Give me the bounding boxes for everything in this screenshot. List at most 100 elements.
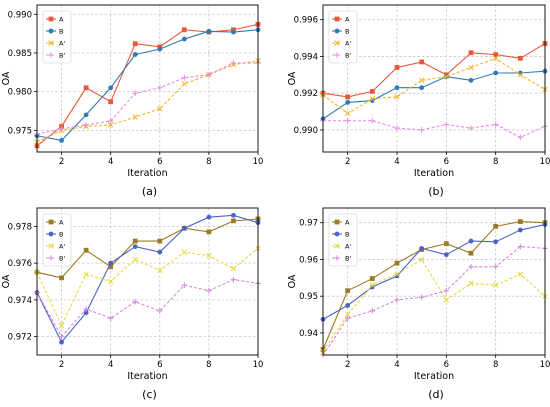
data-point [156, 308, 163, 314]
x-tick-label: 10 [253, 157, 264, 167]
data-point [394, 297, 400, 303]
data-point [468, 77, 474, 83]
series-line [322, 43, 546, 98]
data-point [108, 85, 114, 91]
data-point [59, 339, 64, 345]
data-point [517, 134, 524, 141]
data-point [157, 238, 163, 244]
series-line [322, 221, 546, 350]
data-point [83, 306, 89, 312]
legend-box [42, 10, 72, 64]
legend-marker [334, 219, 340, 225]
panel-label: (c) [142, 388, 157, 401]
x-tick-label: 8 [493, 360, 498, 370]
data-point [181, 282, 188, 288]
legend-label: A' [345, 243, 351, 251]
data-point [345, 302, 351, 308]
data-point [181, 249, 188, 255]
series-line [322, 224, 546, 320]
data-point [108, 99, 114, 105]
y-tick-label: 0.990 [8, 10, 32, 20]
legend-marker [48, 28, 54, 34]
data-point [231, 29, 236, 35]
data-point [369, 308, 376, 314]
x-tick-label: 4 [108, 360, 113, 370]
x-tick-label: 6 [157, 360, 162, 370]
data-point [468, 280, 474, 287]
data-point [157, 249, 163, 255]
data-point [493, 70, 499, 76]
data-point [492, 121, 499, 128]
data-point [517, 55, 523, 61]
data-point [132, 114, 138, 120]
data-point [468, 64, 474, 71]
data-point [230, 60, 237, 66]
data-point [517, 72, 524, 78]
legend-label: B' [59, 52, 65, 60]
chart-panel-1: 2 4 6 8 10 0.975 0.980 0.985 0.990 AB A' B' Iteratio… [1, 4, 264, 198]
data-point [230, 265, 237, 272]
series-2 [320, 256, 548, 355]
data-point [344, 117, 351, 124]
legend-label: B [59, 28, 63, 36]
y-tick-label: 0.990 [294, 126, 318, 136]
data-point [206, 229, 212, 235]
data-point [345, 99, 351, 105]
x-tick-label: 4 [108, 157, 113, 167]
series-line [36, 247, 259, 327]
data-point [443, 252, 449, 258]
data-point [58, 322, 65, 329]
x-tick-label: 2 [59, 157, 64, 167]
data-point [369, 88, 375, 94]
legend-label: A [59, 16, 64, 24]
data-point [58, 333, 65, 340]
data-point [443, 73, 450, 80]
y-tick-label: 0.978 [8, 222, 32, 232]
x-axis-label: Iteration [414, 168, 454, 179]
x-tick-label: 8 [206, 157, 211, 167]
legend-box [328, 213, 358, 267]
data-point [83, 310, 89, 316]
data-point [181, 81, 188, 87]
data-point [517, 243, 524, 250]
data-point [231, 218, 236, 224]
legend: AB A' B' [328, 10, 358, 64]
data-point [132, 298, 139, 305]
data-point [394, 85, 400, 91]
series-line [36, 214, 259, 344]
legend-marker [334, 231, 340, 237]
x-axis-label: Iteration [127, 168, 167, 179]
series-3 [34, 276, 261, 340]
panel-label: (d) [428, 388, 444, 401]
data-point [83, 247, 89, 253]
series-3 [34, 60, 261, 138]
series-line [36, 218, 259, 279]
data-point [344, 315, 351, 322]
data-point [59, 137, 64, 143]
data-point [206, 287, 212, 294]
data-point [83, 122, 89, 128]
y-axis-label: OA [1, 274, 12, 288]
y-axis-label: OA [287, 274, 298, 288]
y-tick-label: 0.985 [8, 49, 32, 59]
data-point [107, 122, 114, 128]
data-point [418, 127, 425, 133]
plot-frame [36, 4, 259, 153]
legend-marker [334, 52, 340, 58]
legend-label: B' [59, 255, 65, 263]
legend-box [42, 213, 72, 267]
y-tick-label: 0.980 [8, 88, 32, 98]
legend-label: B [345, 28, 349, 36]
data-point [181, 225, 187, 231]
data-point [345, 288, 351, 294]
data-point [394, 65, 400, 70]
x-tick-label: 6 [444, 157, 449, 167]
data-point [157, 267, 163, 274]
legend-marker [48, 243, 54, 249]
series-2 [320, 55, 548, 117]
x-axis-label: Iteration [414, 371, 454, 382]
series-line [36, 29, 259, 141]
legend-marker [334, 28, 340, 34]
chart-panel-4: 2 4 6 8 10 0.94 0.95 0.96 0.97 AB A' B' Iteration OA (… [287, 207, 550, 401]
